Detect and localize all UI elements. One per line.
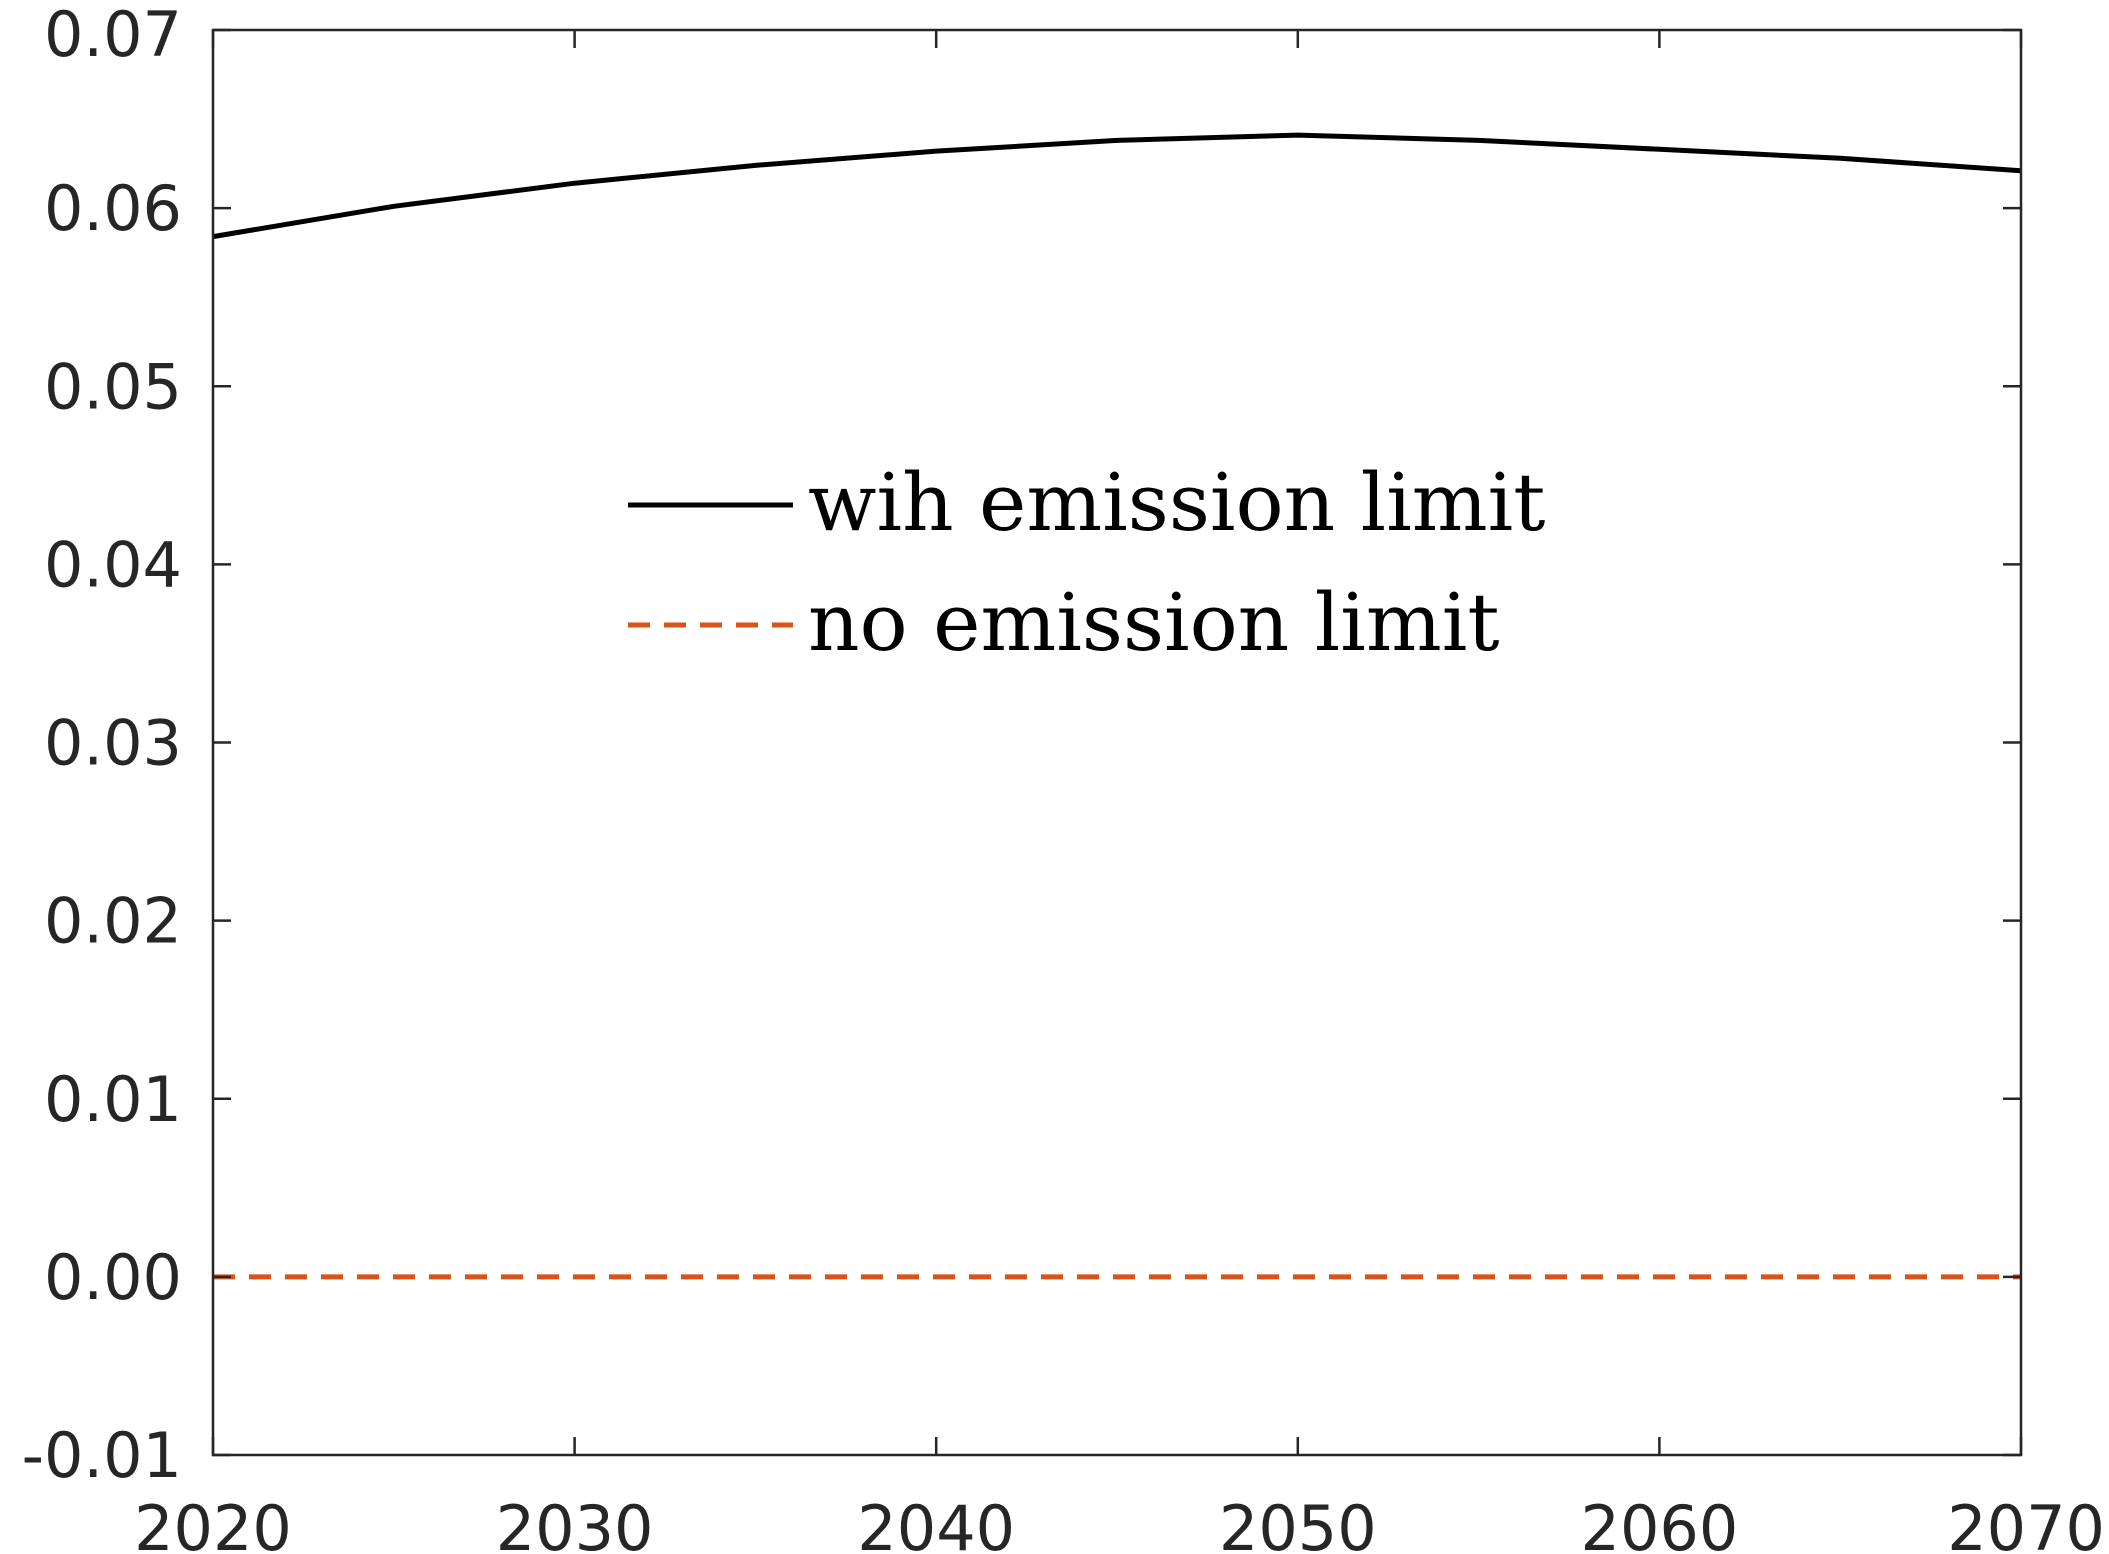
x-tick-label-2: 2040: [857, 1492, 1015, 1554]
y-tick-label-0: -0.01: [22, 1419, 182, 1492]
y-tick-label-8: 0.07: [44, 0, 182, 71]
y-tick-label-4: 0.03: [44, 707, 182, 780]
x-tick-labels: 2020 2030 2040 2050 2060 2070: [134, 1492, 2105, 1554]
y-tick-label-7: 0.06: [44, 172, 182, 245]
series-line-0: [212, 132, 2022, 240]
y-tick-label-1: 0.00: [44, 1241, 182, 1314]
x-tick-label-4: 2060: [1581, 1492, 1739, 1554]
plot-frame: [211, 28, 2023, 1457]
plot-area: [213, 30, 2021, 1455]
y-tick-label-3: 0.02: [44, 885, 182, 958]
legend: wih emission limit no emission limit: [628, 456, 1545, 669]
y-tick-labels: -0.01 0.00 0.01 0.02 0.03 0.04 0.05 0.06 0.07: [22, 0, 182, 1492]
x-tick-label-1: 2030: [496, 1492, 654, 1554]
x-tick-label-3: 2050: [1219, 1492, 1377, 1554]
y-tick-label-5: 0.04: [44, 528, 182, 601]
series-layer: [212, 132, 2022, 1280]
y-tick-label-2: 0.01: [44, 1063, 182, 1136]
x-tick-label-0: 2020: [134, 1492, 292, 1554]
legend-label-with-emission-limit: wih emission limit: [808, 456, 1545, 549]
y-tick-label-6: 0.05: [44, 350, 182, 423]
legend-label-no-emission-limit: no emission limit: [808, 576, 1499, 669]
x-tick-label-5: 2070: [1947, 1492, 2105, 1554]
